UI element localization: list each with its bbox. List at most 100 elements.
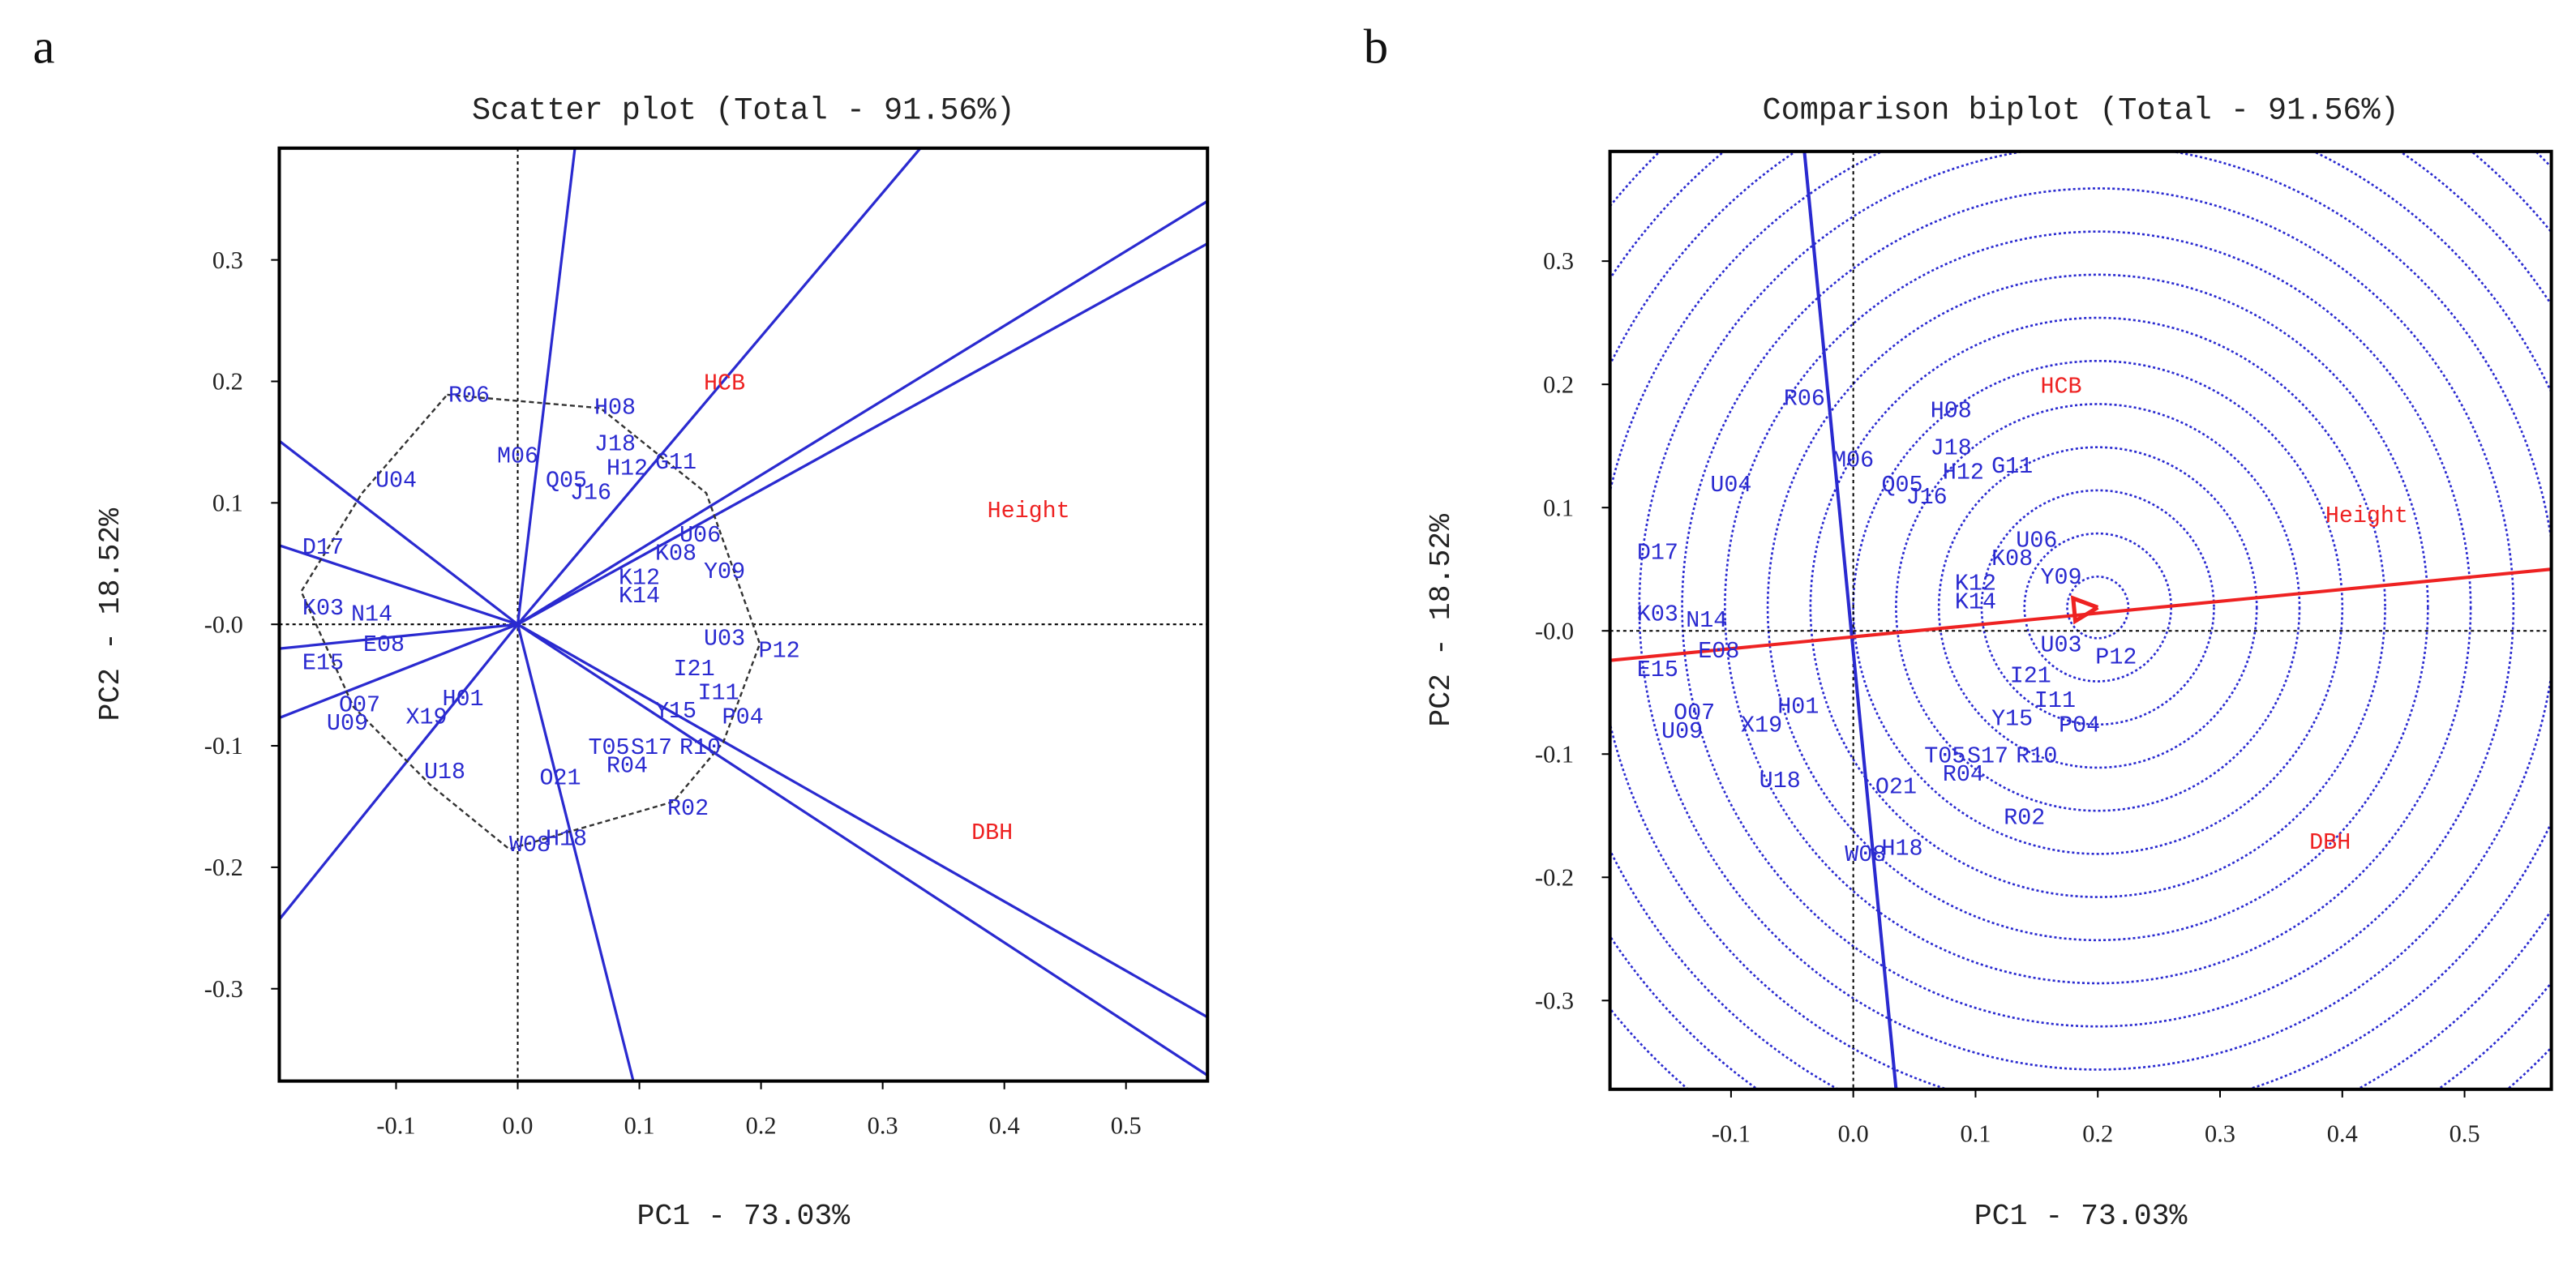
perpendicular-axis xyxy=(1802,151,1898,1089)
genotype-label: H01 xyxy=(1777,694,1819,721)
concentric-circle xyxy=(1895,403,2301,812)
y-tick-label: 0.1 xyxy=(212,489,243,516)
panel-label: b xyxy=(1364,19,1388,74)
x-tick-label: 0.2 xyxy=(2082,1120,2113,1148)
concentric-circle xyxy=(1724,230,2472,985)
genotype-label: K08 xyxy=(655,540,697,567)
genotype-label: U18 xyxy=(1759,768,1801,794)
y-tick-label: 0.3 xyxy=(212,246,243,274)
genotype-label: U18 xyxy=(424,759,465,785)
genotype-label: I21 xyxy=(2010,663,2051,690)
x-tick-label: 0.3 xyxy=(868,1111,898,1139)
genotype-label: O21 xyxy=(1875,773,1917,800)
genotype-label: J18 xyxy=(594,431,636,458)
genotype-label: E15 xyxy=(302,649,344,676)
chart-title: Comparison biplot (Total - 91.56%) xyxy=(1763,92,2399,128)
x-tick-label: 0.4 xyxy=(989,1111,1020,1139)
sector-ray xyxy=(279,544,519,626)
genotype-label: R02 xyxy=(2004,804,2045,831)
genotype-label: U06 xyxy=(679,522,721,549)
y-tick-label: -0.3 xyxy=(204,975,243,1003)
x-axis-label: PC1 - 73.03% xyxy=(637,1200,851,1233)
genotype-label: D17 xyxy=(1637,540,1678,567)
genotype-label: H18 xyxy=(546,826,587,853)
y-tick-label: -0.0 xyxy=(204,610,243,638)
genotype-label: X19 xyxy=(405,704,447,731)
genotype-label: I21 xyxy=(674,656,715,683)
x-tick-label: 0.2 xyxy=(746,1111,777,1139)
plot-frame xyxy=(1608,149,2553,1091)
genotype-label: R06 xyxy=(448,383,490,409)
average-arrow xyxy=(2070,595,2099,625)
genotype-label: E15 xyxy=(1637,657,1678,683)
concentric-circle xyxy=(2066,576,2130,640)
y-axis-label: PC2 - 18.52% xyxy=(94,508,127,721)
genotype-label: H01 xyxy=(442,686,483,713)
concentric-circle xyxy=(1609,151,2552,1089)
y-tick-label: 0.2 xyxy=(1543,370,1574,398)
genotype-label: P12 xyxy=(759,637,800,664)
trait-label: Height xyxy=(2325,503,2408,529)
genotype-label: U04 xyxy=(375,467,417,494)
sector-ray xyxy=(516,242,1208,626)
genotype-label: K03 xyxy=(302,595,344,622)
y-tick-label: -0.1 xyxy=(204,732,243,760)
sector-ray xyxy=(279,623,519,921)
y-tick-label: 0.3 xyxy=(1543,247,1574,275)
trait-label: HCB xyxy=(704,370,745,397)
y-tick-label: -0.1 xyxy=(1535,740,1574,768)
genotype-label: D17 xyxy=(302,534,344,561)
genotype-label: R04 xyxy=(1943,761,1984,788)
genotype-label: S17 xyxy=(631,734,672,761)
sector-ray xyxy=(516,623,1208,1019)
genotype-label: K14 xyxy=(619,583,660,610)
y-tick-label: -0.3 xyxy=(1535,987,1574,1014)
genotype-label: N14 xyxy=(351,601,392,627)
y-tick-label: -0.2 xyxy=(204,854,243,881)
genotype-label: R06 xyxy=(1784,385,1825,412)
x-tick-label: 0.1 xyxy=(1960,1120,1991,1148)
x-tick-label: 0.5 xyxy=(1111,1111,1142,1139)
sector-ray xyxy=(279,439,519,626)
sector-ray xyxy=(516,148,576,625)
x-tick-label: -0.1 xyxy=(376,1111,415,1139)
genotype-label: J16 xyxy=(1906,484,1948,511)
sector-ray xyxy=(279,623,519,720)
genotype-label: T05 xyxy=(1924,743,1965,769)
panel-label: a xyxy=(33,19,55,74)
genotype-label: G11 xyxy=(1991,453,2033,480)
genotype-label: W08 xyxy=(509,832,551,858)
genotype-label: Y09 xyxy=(704,559,745,585)
trait-label: HCB xyxy=(2040,373,2081,400)
genotype-label: U06 xyxy=(2016,527,2057,554)
y-axis-label: PC2 - 18.52% xyxy=(1425,514,1458,727)
genotype-label: O07 xyxy=(339,692,380,719)
genotype-label: H18 xyxy=(1881,835,1922,862)
genotype-label: K14 xyxy=(1955,589,1996,615)
genotype-label: I11 xyxy=(2034,687,2076,714)
concentric-circle xyxy=(1638,151,2552,1071)
genotype-label: U04 xyxy=(1710,472,1751,499)
genotype-label: E08 xyxy=(363,631,405,658)
y-tick-label: 0.1 xyxy=(1543,494,1574,521)
genotype-label: Q05 xyxy=(546,467,587,494)
genotype-label: H08 xyxy=(594,395,636,422)
genotype-label: K12 xyxy=(1955,571,1996,597)
convex-hull xyxy=(300,393,761,850)
x-tick-label: -0.1 xyxy=(1712,1120,1751,1148)
x-tick-label: 0.0 xyxy=(503,1111,534,1139)
x-axis-label: PC1 - 73.03% xyxy=(1974,1200,2188,1233)
genotype-label: K12 xyxy=(619,564,660,591)
trait-label: DBH xyxy=(2309,829,2351,856)
concentric-circle xyxy=(1766,273,2429,942)
genotype-label: P04 xyxy=(722,704,764,731)
genotype-label: R02 xyxy=(667,795,709,822)
genotype-label: R10 xyxy=(679,734,721,761)
genotype-label: K03 xyxy=(1637,601,1678,628)
genotype-label: O07 xyxy=(1674,700,1715,726)
genotype-label: H12 xyxy=(1943,460,1984,486)
concentric-circle xyxy=(1681,187,2515,1028)
genotype-label: T05 xyxy=(589,734,630,761)
x-tick-label: 0.0 xyxy=(1838,1120,1869,1148)
